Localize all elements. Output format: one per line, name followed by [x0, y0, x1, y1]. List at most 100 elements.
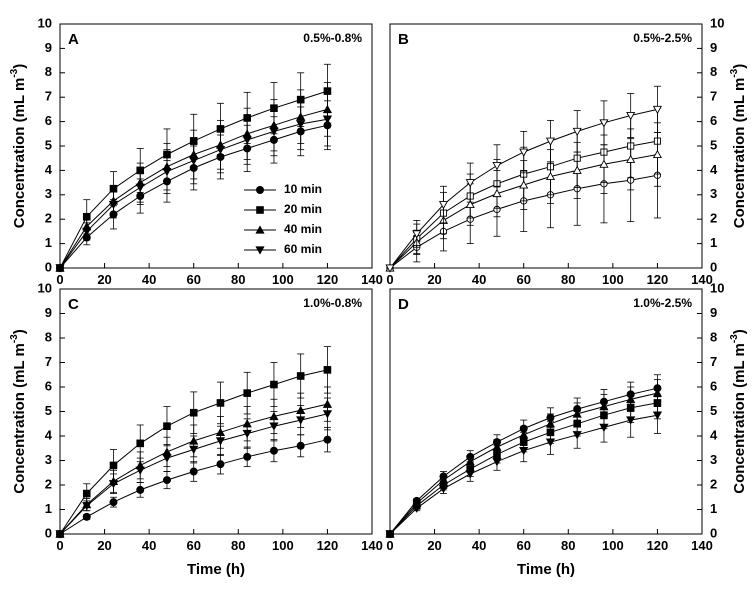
x-tick-label: 80: [231, 538, 245, 553]
data-point: [216, 460, 224, 468]
data-point: [519, 447, 528, 455]
series-60-min: [385, 397, 662, 539]
legend-label: 60 min: [284, 242, 322, 256]
x-tick-label: 100: [602, 272, 624, 287]
plot-frame: [390, 24, 702, 268]
y-axis-label: Concentration (mL m-3): [9, 329, 28, 493]
legend-marker: [256, 206, 264, 214]
data-point: [573, 128, 581, 135]
y-tick-label: 4: [710, 162, 718, 177]
ylabel-close: ): [731, 329, 748, 334]
data-point: [110, 462, 118, 470]
x-tick-label: 100: [272, 538, 294, 553]
y-tick-label: 0: [45, 259, 52, 274]
y-tick-label: 7: [710, 89, 717, 104]
x-tick-label: 0: [56, 272, 63, 287]
y-tick-label: 5: [710, 137, 717, 152]
y-tick-label: 9: [45, 40, 52, 55]
y-tick-label: 7: [45, 89, 52, 104]
data-point: [323, 436, 331, 444]
data-point: [162, 454, 171, 462]
data-point: [162, 168, 171, 176]
y-tick-label: 0: [45, 525, 52, 540]
x-axis-label: Time (h): [517, 561, 575, 578]
data-point: [546, 438, 555, 446]
y-tick-label: 9: [45, 305, 52, 320]
y-tick-label: 1: [710, 501, 717, 516]
ylabel-main: Concentration (mL m: [731, 343, 748, 494]
x-tick-label: 20: [427, 538, 441, 553]
y-tick-label: 9: [710, 305, 717, 320]
y-tick-label: 5: [710, 403, 717, 418]
y-tick-label: 5: [45, 137, 52, 152]
data-point: [189, 446, 198, 454]
x-tick-label: 0: [56, 538, 63, 553]
legend: 10 min 20 min 40 min 60 min: [244, 182, 322, 256]
y-tick-label: 2: [710, 211, 717, 226]
y-tick-label: 3: [710, 452, 717, 467]
panel-letter: D: [398, 296, 409, 313]
panel-letter: A: [68, 31, 79, 48]
x-tick-label: 140: [361, 538, 383, 553]
data-point: [547, 138, 555, 145]
y-tick-label: 3: [45, 452, 52, 467]
x-tick-label: 140: [361, 272, 383, 287]
y-tick-label: 7: [45, 354, 52, 369]
y-tick-label: 1: [45, 235, 52, 250]
x-tick-label: 60: [516, 538, 530, 553]
panel-B: 0123456789100 20 40 60 80 100 120 140B 0.5%-2.5%…: [386, 15, 748, 287]
y-tick-label: 1: [45, 501, 52, 516]
figure: 0123456789100 20 40 60 80 100 120 140A 0.5%-0.8%…: [0, 0, 756, 602]
y-tick-label: 7: [710, 354, 717, 369]
legend-marker: [256, 186, 264, 194]
y-tick-label: 3: [45, 186, 52, 201]
data-point: [546, 419, 555, 427]
data-point: [243, 453, 251, 461]
ylabel-close: ): [11, 329, 28, 334]
y-tick-label: 8: [710, 64, 717, 79]
panel-C: 0123456789100 20 40 60 80 100 120 140C 1.0%-0.8%…: [9, 280, 383, 578]
y-tick-label: 6: [45, 378, 52, 393]
data-point: [654, 151, 662, 158]
y-tick-label: 10: [38, 15, 52, 30]
y-axis-label: Concentration (mL m-3): [729, 64, 748, 228]
x-tick-label: 100: [602, 538, 624, 553]
data-point: [520, 149, 528, 156]
x-tick-label: 40: [142, 538, 156, 553]
ylabel-main: Concentration (mL m: [11, 78, 28, 229]
data-point: [83, 513, 91, 521]
y-tick-label: 6: [45, 113, 52, 128]
legend-label: 40 min: [284, 222, 322, 236]
data-point: [83, 490, 91, 498]
panel-annotation: 1.0%-0.8%: [303, 296, 362, 310]
y-tick-label: 5: [45, 403, 52, 418]
data-point: [216, 437, 225, 445]
x-tick-label: 40: [472, 538, 486, 553]
y-tick-label: 4: [45, 427, 53, 442]
x-tick-label: 40: [472, 272, 486, 287]
y-tick-label: 6: [710, 113, 717, 128]
x-tick-label: 80: [231, 272, 245, 287]
legend-label: 10 min: [284, 182, 322, 196]
legend-label: 20 min: [284, 202, 322, 216]
data-point: [136, 486, 144, 494]
panel-annotation: 0.5%-2.5%: [633, 31, 692, 45]
y-tick-label: 2: [710, 476, 717, 491]
y-tick-label: 10: [38, 280, 52, 295]
data-point: [190, 468, 198, 476]
data-point: [270, 447, 278, 455]
data-point: [493, 162, 501, 169]
panel-letter: C: [68, 296, 79, 313]
y-tick-label: 8: [710, 329, 717, 344]
data-point: [216, 146, 225, 154]
x-tick-label: 120: [317, 272, 339, 287]
panel-annotation: 0.5%-0.8%: [303, 31, 362, 45]
x-tick-label: 80: [561, 538, 575, 553]
data-point: [297, 442, 305, 450]
y-tick-label: 1: [710, 235, 717, 250]
data-point: [163, 422, 171, 430]
ylabel-main: Concentration (mL m: [11, 343, 28, 494]
data-point: [136, 467, 145, 475]
ylabel-close: ): [11, 64, 28, 69]
